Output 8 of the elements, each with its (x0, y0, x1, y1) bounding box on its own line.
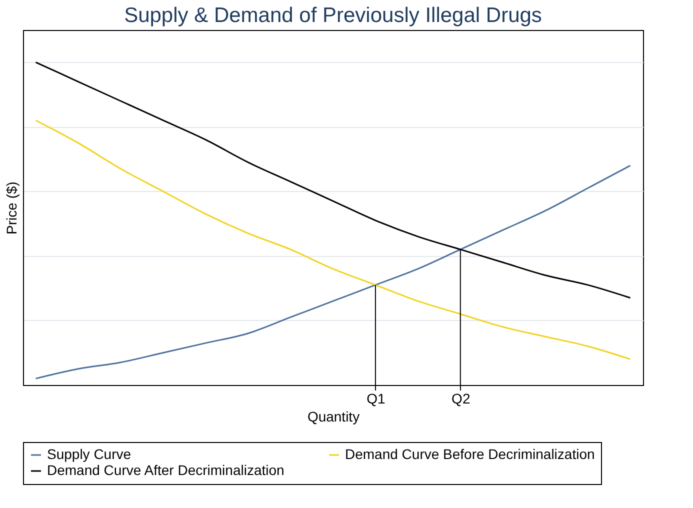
x-tick-label: Q1 (366, 390, 386, 406)
legend-label: Demand Curve After Decriminalization (47, 462, 284, 478)
legend-label: Supply Curve (47, 446, 132, 462)
y-axis-title: Price ($) (4, 182, 20, 234)
x-axis-title: Quantity (307, 408, 360, 424)
chart-title: Supply & Demand of Previously Illegal Drugs (124, 4, 542, 27)
legend-label: Demand Curve Before Decriminalization (345, 446, 595, 462)
x-tick-label: Q2 (452, 390, 470, 406)
